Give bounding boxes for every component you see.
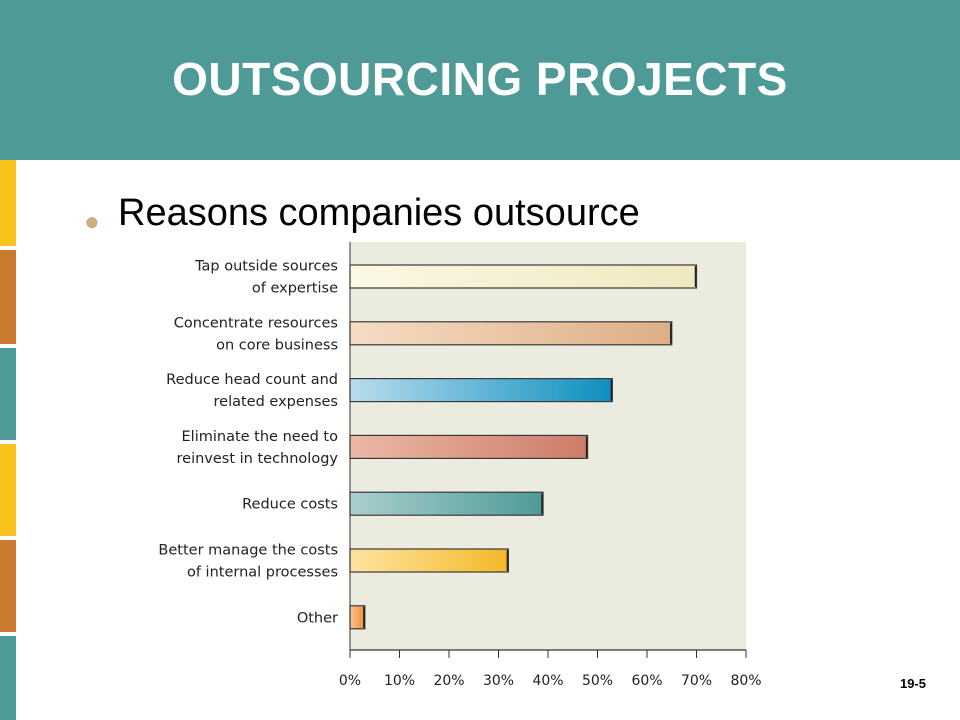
bar-6	[349, 548, 509, 573]
bar-1	[349, 264, 698, 289]
category-labels: Tap outside sources of expertise Concentra…	[158, 259, 338, 627]
bullet-text: Reasons companies outsource	[118, 192, 640, 234]
x-tick-label-20: 20%	[433, 673, 464, 689]
x-tick-label-0: 0%	[339, 673, 361, 689]
category-label-2: Concentrate resources on core business	[174, 315, 338, 353]
category-label-3: Reduce head count and related expenses	[166, 372, 338, 410]
bar-5	[349, 491, 544, 516]
x-tick-label-80: 80%	[730, 673, 761, 689]
bar-7	[349, 605, 366, 630]
side-bar-segment-6	[0, 636, 16, 720]
bar-4	[349, 434, 589, 459]
side-bar-segment-5	[0, 540, 16, 632]
side-bar-segment-4	[0, 444, 16, 536]
category-label-5: Reduce costs	[242, 497, 338, 513]
category-label-7: Other	[297, 610, 338, 626]
side-bar-segment-3	[0, 348, 16, 440]
bullet-dot-icon: ●	[84, 206, 100, 236]
x-axis: 0% 10% 20% 30% 40% 50% 60% 70% 80%	[339, 242, 762, 689]
page-number: 19-5	[899, 676, 926, 691]
x-tick-label-70: 70%	[681, 673, 712, 689]
x-tick-label-60: 60%	[631, 673, 662, 689]
side-bar-segment-1	[0, 160, 16, 246]
bar-2	[349, 321, 673, 346]
bar-3	[349, 378, 613, 403]
category-label-6: Better manage the costs of internal proce…	[158, 543, 338, 581]
side-bar-segment-2	[0, 250, 16, 344]
slide-title: OUTSOURCING PROJECTS	[172, 53, 788, 105]
category-label-4: Eliminate the need to reinvest in technol…	[177, 429, 339, 467]
x-tick-label-50: 50%	[582, 673, 613, 689]
title-banner: OUTSOURCING PROJECTS	[0, 0, 960, 160]
side-color-bar	[0, 160, 16, 720]
x-tick-label-30: 30%	[483, 673, 514, 689]
category-label-1: Tap outside sources of expertise	[194, 259, 338, 297]
bar-group	[349, 264, 698, 630]
x-tick-label-40: 40%	[532, 673, 563, 689]
x-tick-label-10: 10%	[384, 673, 415, 689]
